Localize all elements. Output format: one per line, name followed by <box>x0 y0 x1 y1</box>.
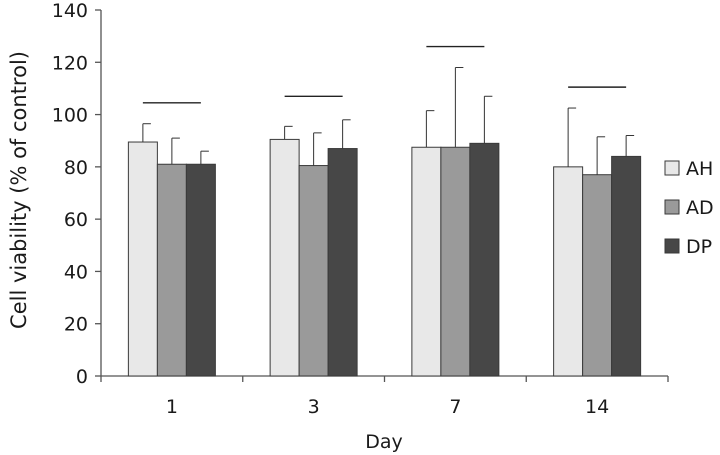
legend-swatch-ad <box>664 199 680 215</box>
legend-swatch-dp <box>664 238 680 254</box>
x-tick-label: 14 <box>585 396 609 418</box>
y-tick-label: 80 <box>64 157 88 179</box>
axes: 0 20 40 60 80 100 120 140 1 3 7 14 <box>52 0 669 418</box>
y-tick-label: 100 <box>52 105 88 127</box>
legend-swatch-ah <box>664 160 680 176</box>
bar-dp-day-14 <box>611 155 642 377</box>
y-tick-label: 120 <box>52 52 88 74</box>
x-tick-label: 7 <box>449 396 461 418</box>
bars-layer <box>127 138 642 377</box>
bar-ah-day-14 <box>553 166 584 377</box>
bar-ad-day-3 <box>298 165 329 377</box>
y-tick-label: 0 <box>76 366 88 388</box>
bar-dp-day-3 <box>327 148 358 377</box>
legend-label-ad: AD <box>686 197 714 219</box>
legend-label-ah: AH <box>686 158 713 180</box>
legend: AH AD DP <box>664 158 714 258</box>
bar-ah-day-1 <box>127 141 158 377</box>
bar-ah-day-3 <box>269 138 300 377</box>
bar-ad-day-1 <box>156 163 187 377</box>
y-tick-label: 140 <box>52 0 88 22</box>
legend-label-dp: DP <box>686 236 712 258</box>
y-tick-label: 40 <box>64 261 88 283</box>
x-axis-label: Day <box>365 431 403 453</box>
y-tick-label: 60 <box>64 209 88 231</box>
x-tick-label: 3 <box>308 396 320 418</box>
brackets-layer <box>142 45 627 104</box>
bar-ad-day-7 <box>440 146 471 377</box>
bar-dp-day-7 <box>469 142 500 377</box>
bar-ad-day-14 <box>582 174 613 377</box>
y-axis-label: Cell viability (% of control) <box>7 51 31 329</box>
y-tick-label: 20 <box>64 314 88 336</box>
bar-dp-day-1 <box>185 163 216 377</box>
error-bars-layer <box>142 67 635 175</box>
x-tick-label: 1 <box>166 396 178 418</box>
bar-ah-day-7 <box>411 146 442 377</box>
